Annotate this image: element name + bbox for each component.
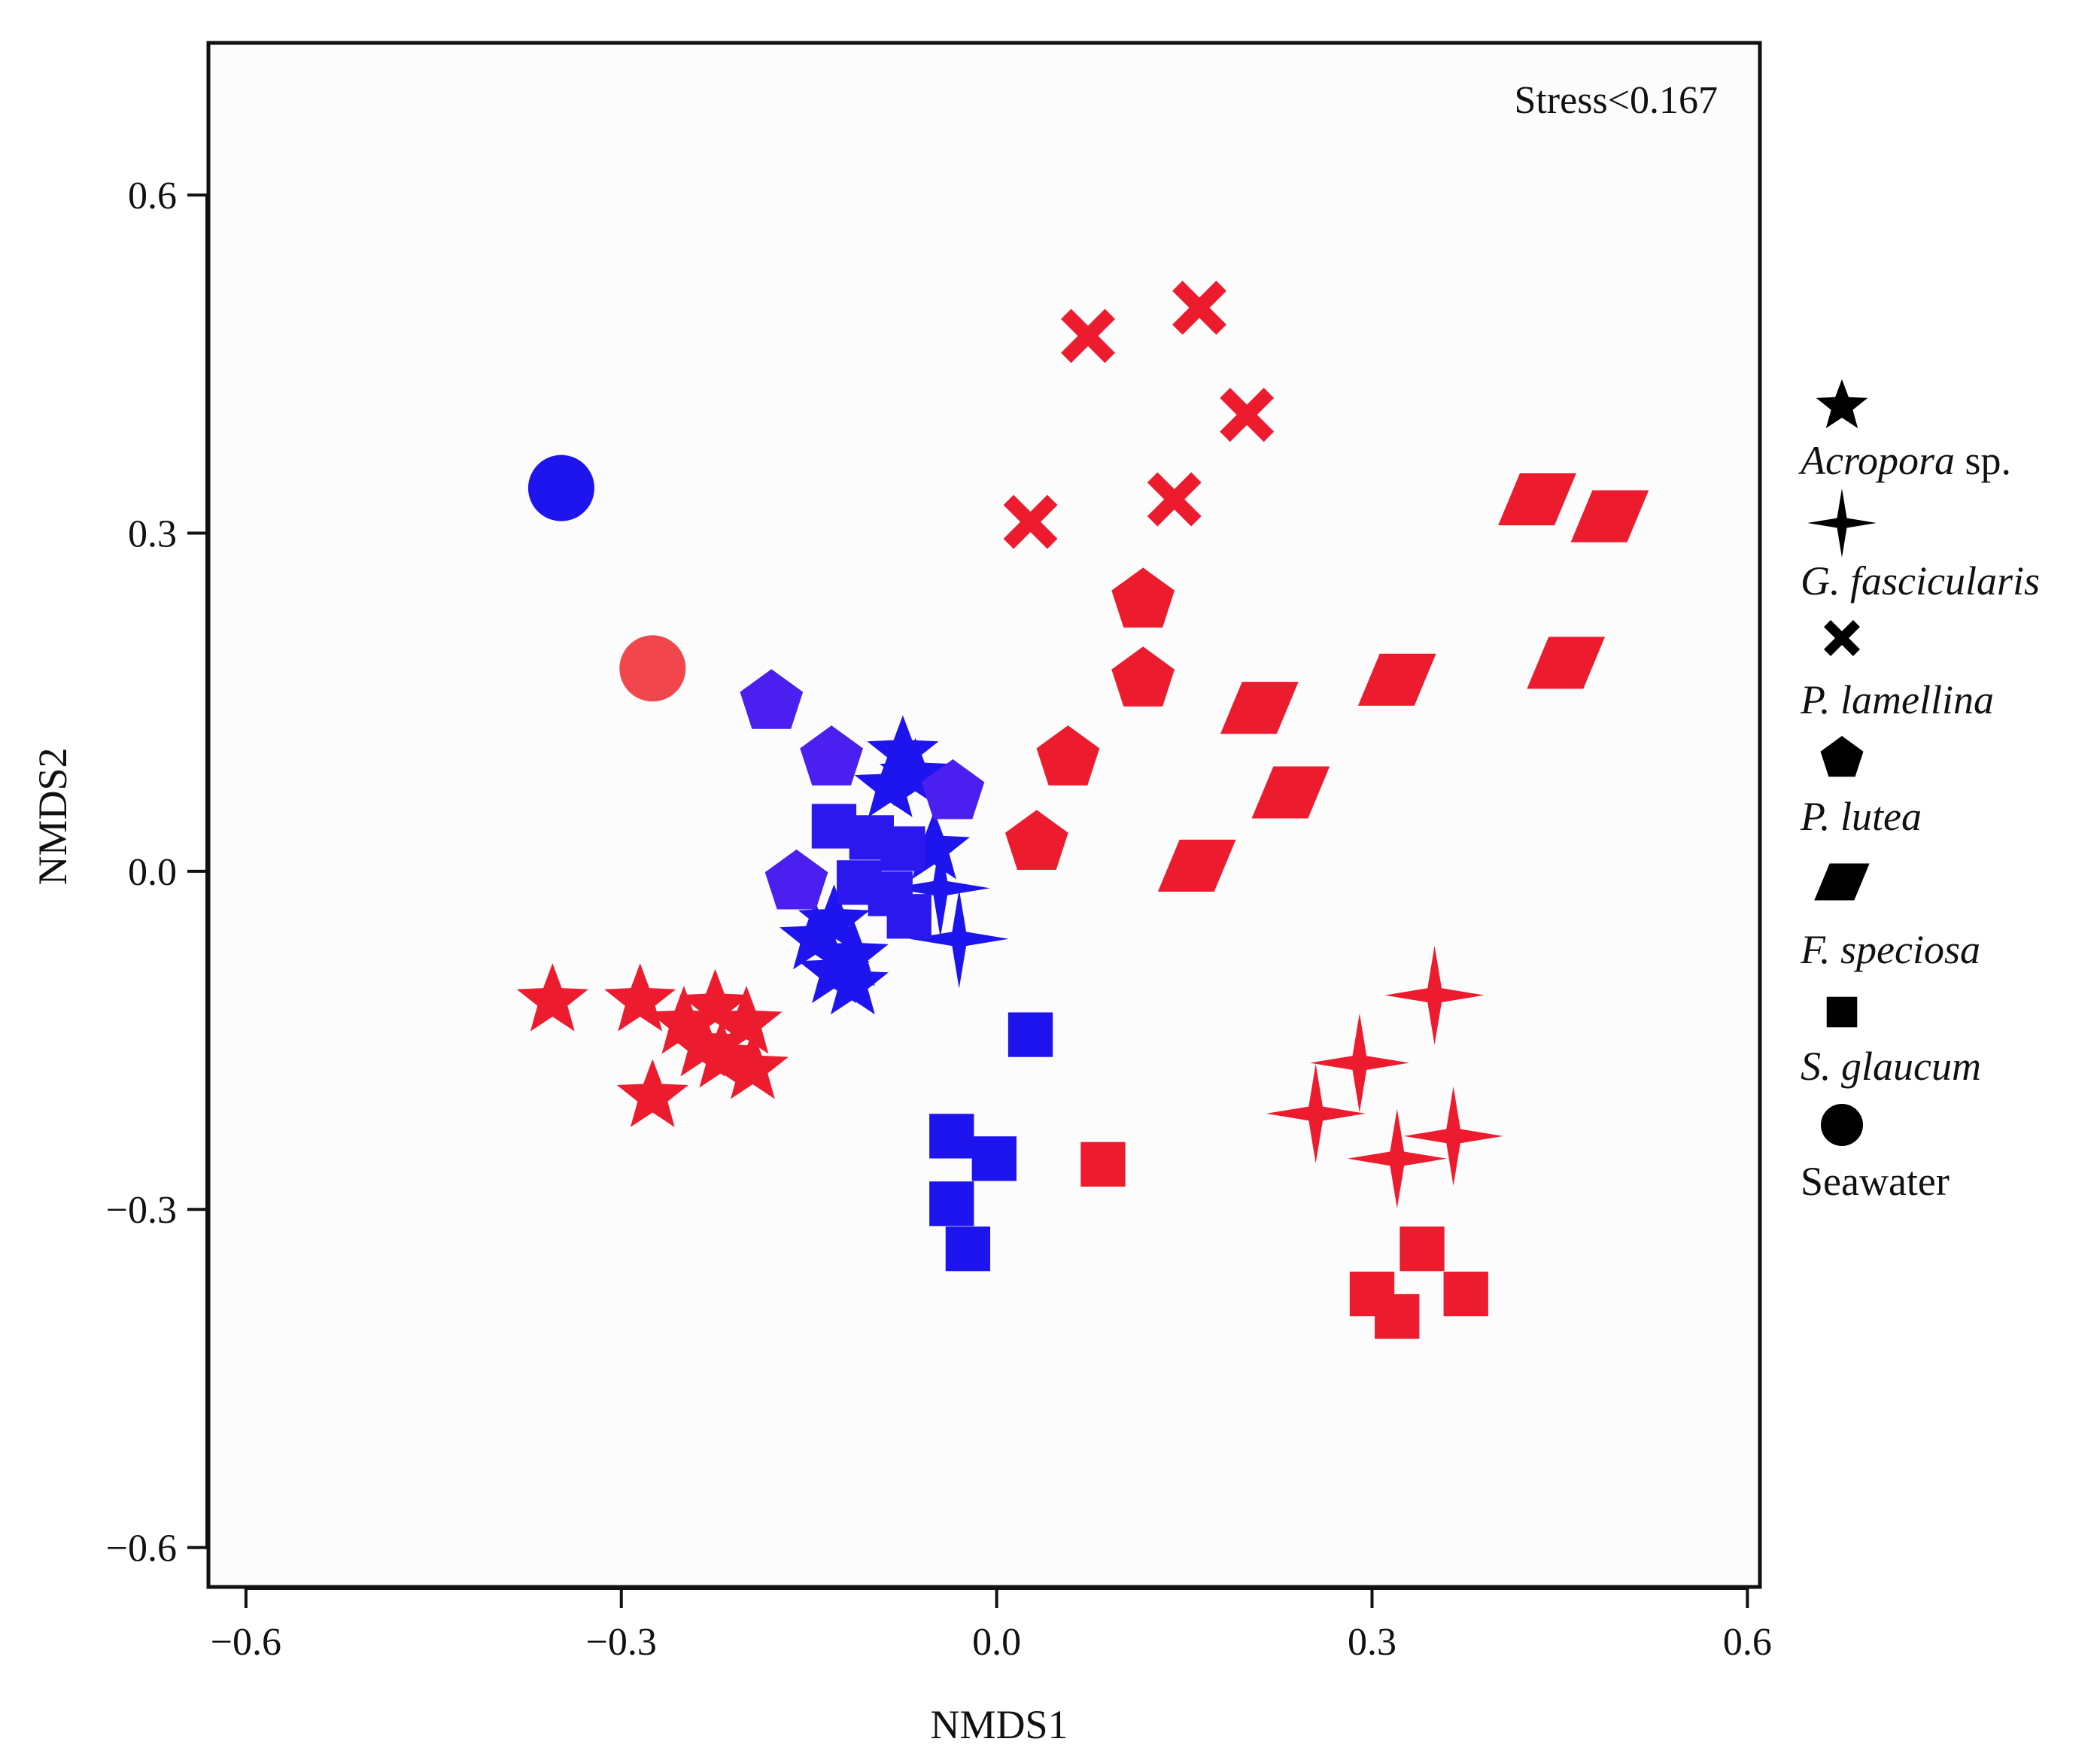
point-s-glaucum — [929, 1181, 974, 1227]
y-axis-title: NMDS2 — [30, 747, 75, 885]
y-tick-label: −0.6 — [106, 1527, 177, 1570]
point-acropora-sp — [616, 1059, 688, 1127]
legend: Acropora sp. G. fascicularis P. lamellina P… — [1798, 379, 2040, 1204]
legend-star4-icon — [1807, 488, 1877, 558]
point-p-lutea — [764, 849, 828, 910]
legend-pentagon-icon — [1820, 736, 1864, 777]
point-acropora-sp — [880, 737, 952, 806]
point-g-fascicularis — [1403, 1086, 1503, 1186]
x-tick-label: 0.6 — [1723, 1621, 1772, 1664]
point-s-glaucum — [945, 1227, 991, 1272]
point-p-lamellina — [1147, 472, 1202, 527]
point-g-fascicularis — [1347, 1108, 1447, 1208]
point-p-lutea — [921, 759, 985, 819]
point-acropora-sp — [798, 935, 870, 1004]
y-tick-label: 0.0 — [128, 851, 177, 894]
point-g-fascicularis — [1266, 1063, 1366, 1163]
legend-label: Seawater — [1801, 1159, 1950, 1204]
y-tick-label: 0.3 — [128, 513, 177, 556]
point-acropora-sp — [667, 1008, 739, 1077]
point-g-fascicularis — [1309, 1013, 1409, 1113]
axes: −0.6 −0.3 0.0 0.3 0.6 −0.6 −0.3 0.0 0.3 0.6 — [106, 175, 1772, 1664]
point-acropora-sp — [867, 715, 939, 784]
legend-cross-icon — [1824, 620, 1860, 656]
x-tick-label: 0.0 — [972, 1621, 1021, 1664]
point-s-glaucum — [1007, 1012, 1053, 1057]
point-s-glaucum — [811, 804, 857, 849]
point-g-fascicularis — [890, 838, 990, 938]
legend-label: P. lutea — [1800, 794, 1922, 839]
point-s-glaucum — [880, 826, 925, 871]
point-p-lutea — [1111, 567, 1175, 628]
stress-annotation: Stress<0.167 — [1514, 79, 1718, 122]
point-acropora-sp — [780, 901, 852, 970]
point-p-lutea — [1005, 810, 1068, 870]
point-f-speciosa — [1157, 839, 1236, 892]
point-g-fascicularis — [909, 889, 1009, 989]
legend-parallelogram-icon — [1814, 863, 1870, 901]
point-s-glaucum — [971, 1136, 1017, 1181]
point-s-glaucum — [929, 1114, 974, 1159]
point-p-lutea — [1111, 646, 1175, 707]
point-s-glaucum — [1080, 1141, 1126, 1187]
point-acropora-sp — [710, 986, 783, 1054]
point-f-speciosa — [1357, 653, 1436, 706]
point-acropora-sp — [798, 884, 870, 953]
x-axis-title: NMDS1 — [930, 1702, 1068, 1747]
point-p-lutea — [800, 725, 863, 786]
point-f-speciosa — [1251, 766, 1330, 819]
point-p-lamellina — [1003, 494, 1058, 549]
point-s-glaucum — [886, 894, 931, 939]
point-p-lamellina — [1172, 281, 1226, 335]
point-acropora-sp — [816, 946, 889, 1015]
point-acropora-sp — [648, 986, 720, 1054]
point-acropora-sp — [679, 968, 751, 1038]
point-s-glaucum — [1375, 1293, 1420, 1339]
point-seawater — [527, 454, 594, 521]
legend-label: Acropora sp. — [1798, 438, 2011, 483]
point-p-lutea — [740, 669, 804, 729]
point-p-lamellina — [1061, 309, 1115, 363]
legend-square-icon — [1826, 996, 1858, 1028]
point-f-speciosa — [1220, 682, 1299, 734]
legend-label: F. speciosa — [1800, 927, 1980, 972]
point-acropora-sp — [685, 1020, 758, 1088]
point-acropora-sp — [716, 1031, 789, 1099]
x-tick-label: −0.3 — [586, 1621, 657, 1664]
point-f-speciosa — [1570, 490, 1649, 543]
x-tick-label: −0.6 — [211, 1621, 281, 1664]
point-acropora-sp — [898, 810, 970, 880]
point-g-fascicularis — [1384, 945, 1485, 1045]
point-s-glaucum — [1399, 1227, 1445, 1272]
point-p-lamellina — [1220, 388, 1275, 442]
y-tick-label: −0.3 — [106, 1189, 177, 1232]
plot-background — [208, 43, 1760, 1587]
y-tick-label: 0.6 — [128, 175, 177, 217]
point-acropora-sp — [516, 963, 588, 1032]
point-f-speciosa — [1527, 637, 1606, 689]
legend-label: S. glaucum — [1801, 1044, 1981, 1089]
point-p-lutea — [1036, 725, 1100, 786]
point-f-speciosa — [1498, 473, 1576, 526]
legend-label: G. fascicularis — [1801, 558, 2040, 603]
point-acropora-sp — [854, 749, 926, 817]
legend-label: P. lamellina — [1800, 677, 1994, 722]
point-s-glaucum — [1443, 1271, 1488, 1317]
x-tick-label: 0.3 — [1348, 1621, 1396, 1664]
data-points — [516, 281, 1649, 1339]
point-seawater — [619, 635, 686, 702]
legend-circle-icon — [1821, 1104, 1863, 1146]
legend-star5-icon — [1816, 379, 1868, 429]
point-acropora-sp — [604, 963, 676, 1032]
